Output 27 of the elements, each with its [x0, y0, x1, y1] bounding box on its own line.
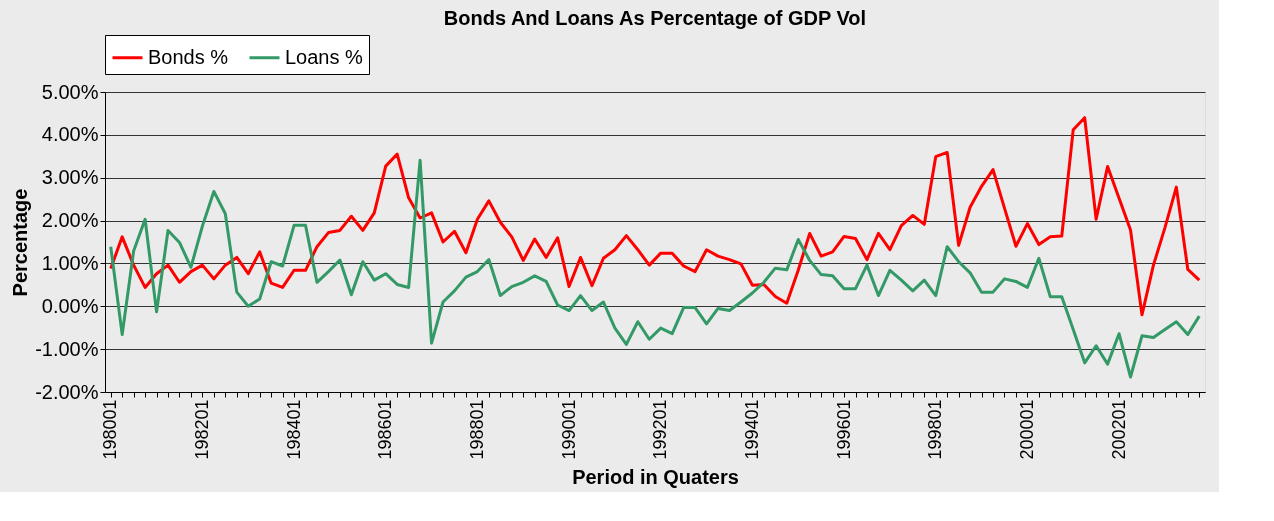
legend-label: Loans %: [285, 45, 364, 68]
y-tick-label: 5.00%: [41, 80, 99, 103]
legend-label: Bonds %: [148, 45, 229, 68]
x-tick-label: 200201: [1108, 399, 1129, 460]
y-tick-label: 4.00%: [41, 123, 99, 146]
y-tick-label: 0.00%: [41, 294, 99, 317]
y-axis-title: Percentage: [9, 188, 32, 297]
y-tick-label: 1.00%: [41, 251, 99, 274]
x-tick-label: 198401: [283, 399, 304, 460]
x-tick-label: 198001: [100, 399, 121, 460]
x-tick-label: 198201: [191, 399, 212, 460]
chart-title: Bonds And Loans As Percentage of GDP Vol: [443, 6, 867, 29]
x-axis-title: Period in Quaters: [572, 465, 739, 488]
x-tick-label: 199401: [741, 399, 762, 460]
x-tick-label: 198601: [375, 399, 396, 460]
line-series: [109, 116, 1201, 317]
x-tick-label: 199801: [925, 399, 946, 460]
line-series: [109, 158, 1201, 379]
x-tick-label: 200001: [1016, 399, 1037, 460]
x-tick-label: 198801: [466, 399, 487, 460]
y-tick-label: 2.00%: [41, 209, 99, 232]
x-tick-label: 199601: [833, 399, 854, 460]
y-tick-label: -1.00%: [35, 337, 99, 360]
y-tick-label: 3.00%: [41, 166, 99, 189]
y-tick-label: -2.00%: [35, 380, 99, 403]
x-tick-label: 199201: [650, 399, 671, 460]
x-tick-label: 199001: [558, 399, 579, 460]
